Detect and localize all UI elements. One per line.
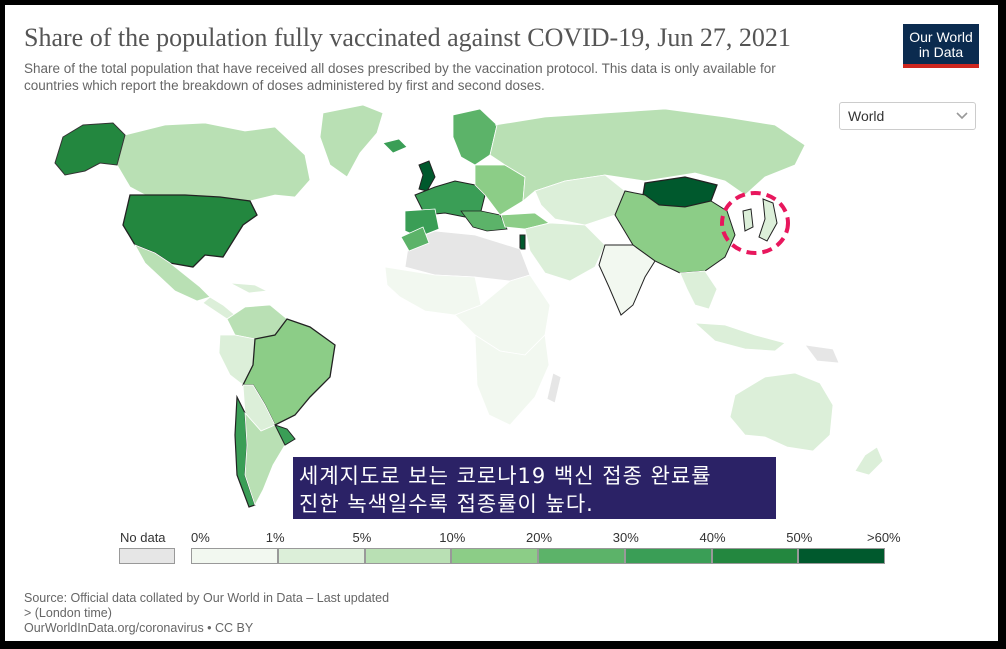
region-russia[interactable]	[489, 108, 806, 202]
caption-line-2: 진한 녹색일수록 접종률이 높다.	[299, 492, 594, 516]
chart-title: Share of the population fully vaccinated…	[24, 23, 791, 52]
region-uk[interactable]	[418, 160, 436, 192]
region-japan[interactable]	[758, 198, 778, 242]
region-morocco[interactable]	[400, 226, 430, 252]
region-italy-balkans[interactable]	[460, 210, 508, 232]
region-selector-value: World	[848, 108, 885, 124]
legend-no-data-swatch[interactable]	[119, 548, 175, 564]
region-middle-east[interactable]	[524, 222, 606, 282]
region-israel[interactable]	[519, 234, 526, 250]
region-caribbean[interactable]	[229, 282, 269, 294]
source-line-2: > (London time)	[24, 606, 112, 620]
region-uruguay[interactable]	[274, 424, 296, 446]
region-southeast-asia[interactable]	[679, 270, 718, 310]
legend-tick-label: 1%	[265, 530, 285, 545]
region-korea[interactable]	[742, 208, 754, 232]
legend-no-data-label: No data	[120, 530, 166, 545]
region-new-zealand[interactable]	[854, 446, 884, 476]
region-selector[interactable]: World	[839, 102, 976, 130]
legend-tick-label: 20%	[526, 530, 553, 545]
chevron-down-icon	[956, 112, 968, 120]
legend-tick-label: 10%	[439, 530, 466, 545]
legend-bin-1[interactable]	[277, 548, 365, 564]
highlight-circle	[720, 191, 790, 255]
legend-bin-7[interactable]	[798, 548, 885, 564]
region-southern-africa[interactable]	[474, 334, 550, 426]
legend-tick-label: 30%	[612, 530, 639, 545]
source-line-1: Source: Official data collated by Our Wo…	[24, 591, 390, 605]
region-indonesia[interactable]	[693, 322, 786, 352]
legend-tick-label: >60%	[867, 530, 901, 545]
legend-bin-6[interactable]	[711, 548, 799, 564]
caption-line-1: 세계지도로 보는 코로나19 백신 접종 완료률	[299, 464, 712, 488]
korean-caption: 세계지도로 보는 코로나19 백신 접종 완료률 진한 녹색일수록 접종률이 높…	[293, 457, 776, 519]
logo-line-1: Our World	[909, 29, 973, 45]
logo-line-2: in Data	[918, 44, 964, 60]
region-madagascar[interactable]	[546, 372, 562, 404]
world-map[interactable]	[5, 5, 998, 525]
region-scandinavia[interactable]	[452, 108, 498, 166]
legend-bin-0[interactable]	[191, 548, 278, 564]
chart-subtitle: Share of the total population that have …	[24, 61, 776, 93]
region-greenland[interactable]	[319, 104, 384, 178]
region-central-america[interactable]	[202, 296, 236, 320]
region-argentina[interactable]	[244, 411, 286, 507]
region-canada[interactable]	[116, 122, 311, 202]
region-new-guinea[interactable]	[804, 344, 840, 364]
source-note: Source: Official data collated by Our Wo…	[24, 591, 389, 636]
legend-bin-3[interactable]	[451, 548, 538, 564]
chart-frame: Share of the population fully vaccinated…	[5, 5, 998, 641]
region-iceland[interactable]	[382, 138, 408, 154]
region-india[interactable]	[598, 244, 656, 316]
legend-tick-label: 50%	[786, 530, 813, 545]
owid-logo[interactable]: Our World in Data	[903, 24, 979, 68]
legend-bin-2[interactable]	[364, 548, 452, 564]
legend-tick-label: 0%	[191, 530, 210, 545]
legend-tick-label: 5%	[352, 530, 372, 545]
source-line-3[interactable]: OurWorldInData.org/coronavirus • CC BY	[24, 621, 254, 635]
legend-bin-5[interactable]	[624, 548, 712, 564]
region-china[interactable]	[614, 190, 736, 274]
region-australia[interactable]	[729, 372, 834, 452]
region-alaska[interactable]	[54, 122, 126, 176]
legend-tick-label: 40%	[699, 530, 726, 545]
legend-bin-4[interactable]	[538, 548, 625, 564]
